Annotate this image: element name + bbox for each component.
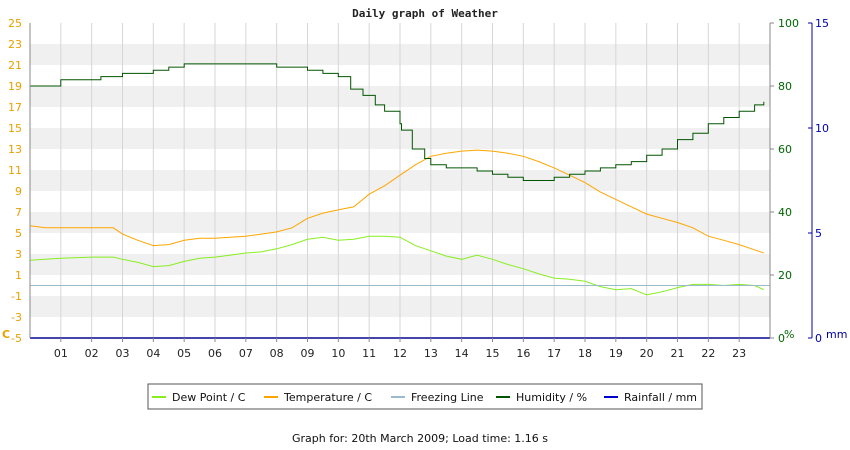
y-tick-temperature: -1 — [11, 290, 22, 303]
x-tick-label: 01 — [54, 347, 68, 360]
legend-label: Humidity / % — [516, 391, 587, 404]
x-tick-label: 20 — [640, 347, 654, 360]
y-tick-temperature: 13 — [8, 143, 22, 156]
y-tick-temperature: 11 — [8, 164, 22, 177]
legend-label: Temperature / C — [283, 391, 372, 404]
y-tick-humidity: 60 — [778, 143, 792, 156]
y-tick-temperature: 3 — [15, 248, 22, 261]
x-tick-label: 10 — [331, 347, 345, 360]
series-line-temperature-c — [29, 149, 764, 254]
y-tick-temperature: 25 — [8, 17, 22, 30]
x-tick-label: 03 — [116, 347, 130, 360]
x-tick-label: 14 — [455, 347, 469, 360]
legend-label: Freezing Line — [411, 391, 484, 404]
y-tick-humidity: 0 — [778, 332, 785, 345]
temperature-unit-label: C — [2, 328, 10, 341]
y-tick-temperature: 17 — [8, 101, 22, 114]
y-tick-temperature: -3 — [11, 311, 22, 324]
y-tick-temperature: 23 — [8, 38, 22, 51]
y-tick-temperature: -5 — [11, 332, 22, 345]
x-tick-label: 08 — [270, 347, 284, 360]
y-tick-rainfall: 10 — [815, 122, 829, 135]
y-tick-humidity: 80 — [778, 80, 792, 93]
y-tick-temperature: 15 — [8, 122, 22, 135]
x-tick-label: 13 — [424, 347, 438, 360]
x-tick-label: 19 — [609, 347, 623, 360]
x-tick-label: 02 — [85, 347, 99, 360]
x-tick-label: 11 — [362, 347, 376, 360]
y-tick-rainfall: 5 — [815, 227, 822, 240]
x-tick-label: 17 — [547, 347, 561, 360]
chart-title: Daily graph of Weather — [352, 7, 498, 20]
y-tick-rainfall: 15 — [815, 17, 829, 30]
x-tick-label: 22 — [701, 347, 715, 360]
legend-label: Dew Point / C — [172, 391, 246, 404]
footer-text: Graph for: 20th March 2009; Load time: 1… — [292, 432, 548, 445]
x-tick-label: 23 — [732, 347, 746, 360]
x-tick-label: 06 — [208, 347, 222, 360]
y-tick-temperature: 1 — [15, 269, 22, 282]
series-line-humidity — [30, 63, 765, 181]
x-tick-label: 05 — [177, 347, 191, 360]
legend: Dew Point / C Temperature / C Freezing Lin… — [147, 383, 703, 410]
x-tick-label: 07 — [239, 347, 253, 360]
series-line-dew-point-c — [29, 235, 765, 296]
x-tick-label: 21 — [671, 347, 685, 360]
humidity-unit-label: % — [784, 328, 794, 341]
y-tick-humidity: 20 — [778, 269, 792, 282]
x-tick-label: 18 — [578, 347, 592, 360]
y-tick-temperature: 7 — [15, 206, 22, 219]
y-tick-temperature: 21 — [8, 59, 22, 72]
y-tick-humidity: 40 — [778, 206, 792, 219]
y-tick-temperature: 5 — [15, 227, 22, 240]
x-tick-label: 12 — [393, 347, 407, 360]
rainfall-unit-label: mm — [826, 328, 847, 341]
x-tick-label: 15 — [486, 347, 500, 360]
y-tick-temperature: 19 — [8, 80, 22, 93]
legend-label: Rainfall / mm — [624, 391, 697, 404]
y-tick-humidity: 100 — [778, 17, 799, 30]
y-tick-temperature: 9 — [15, 185, 22, 198]
x-tick-label: 09 — [301, 347, 315, 360]
x-tick-label: 04 — [146, 347, 160, 360]
x-tick-label: 16 — [516, 347, 530, 360]
y-tick-rainfall: 0 — [815, 332, 822, 345]
